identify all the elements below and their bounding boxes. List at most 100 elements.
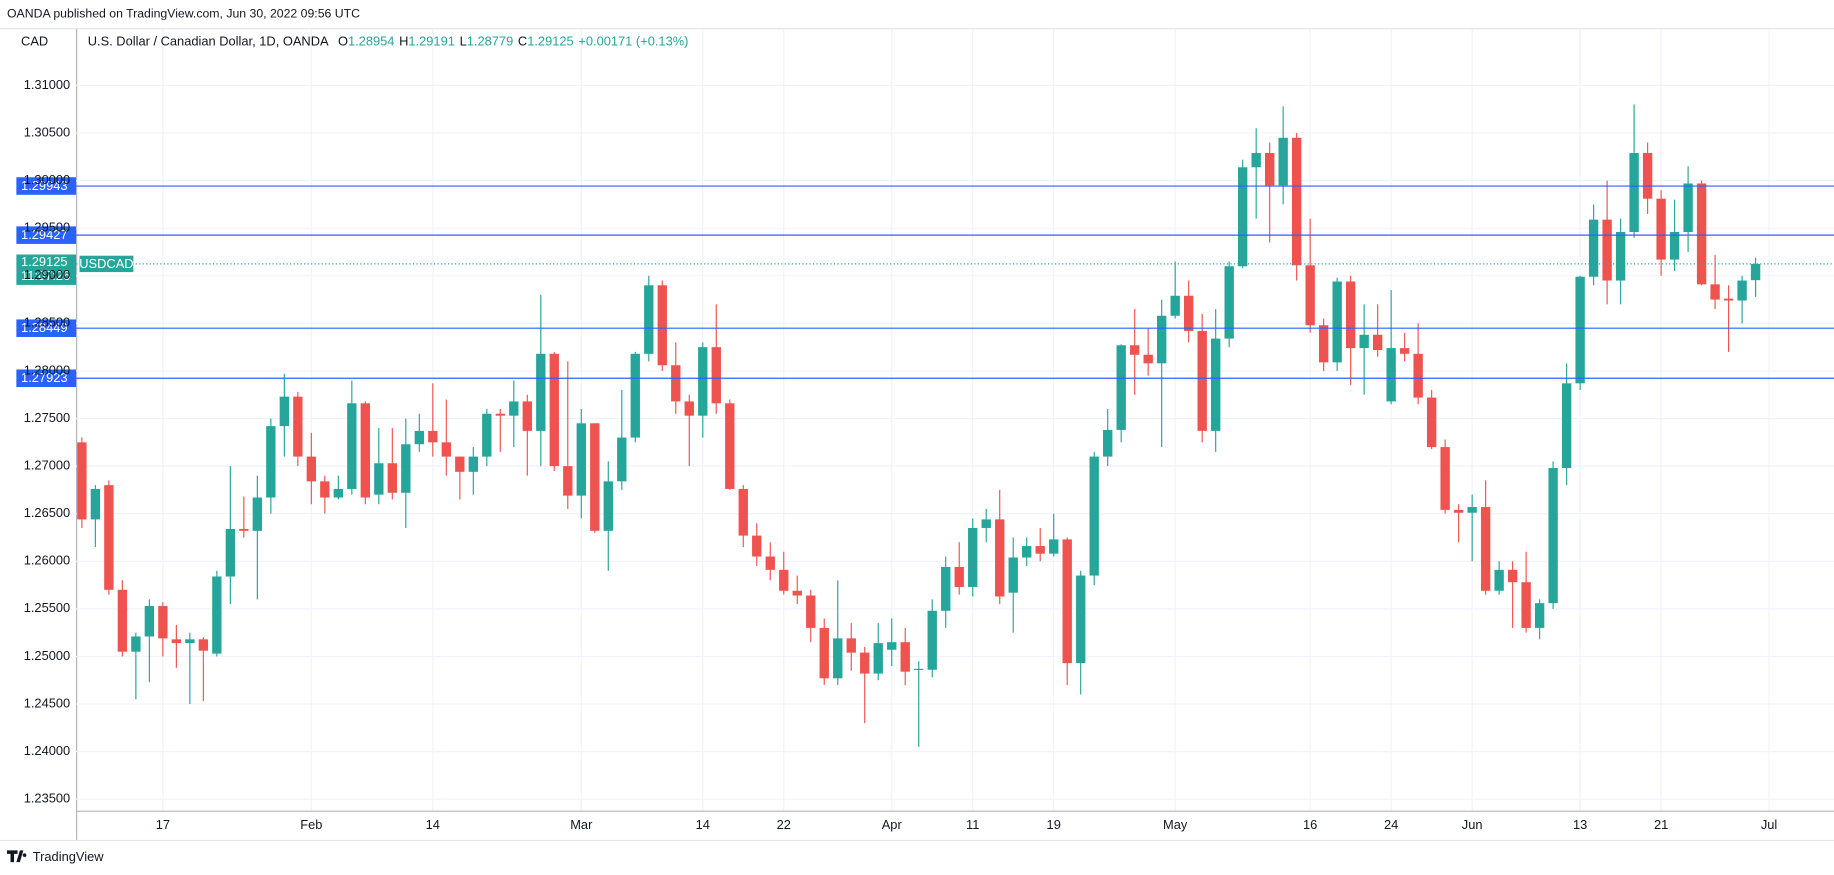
candle-body bbox=[1453, 509, 1464, 513]
currency-label: CAD bbox=[21, 34, 48, 49]
candle-body bbox=[860, 652, 870, 674]
x-tick-label: Mar bbox=[570, 817, 593, 832]
x-tick-label: 14 bbox=[426, 817, 440, 832]
candle-body bbox=[333, 488, 344, 498]
candle-body bbox=[306, 456, 317, 482]
candle-body bbox=[104, 485, 114, 590]
candle-body bbox=[1548, 468, 1558, 604]
symbol-name: U.S. Dollar / Canadian Dollar, 1D, OANDA bbox=[88, 34, 329, 49]
candle-body bbox=[779, 569, 789, 591]
candle-body bbox=[1521, 582, 1531, 628]
candle-body bbox=[1669, 232, 1680, 260]
candle-body bbox=[1602, 219, 1612, 281]
candle-body bbox=[1561, 383, 1572, 469]
y-tick-label: 1.26500 bbox=[24, 505, 70, 520]
candle-body bbox=[1035, 546, 1045, 554]
level-label: 1.29943 bbox=[21, 178, 67, 193]
candle-body bbox=[441, 442, 451, 457]
candle-body bbox=[1211, 338, 1221, 431]
candle-body bbox=[347, 403, 357, 489]
x-tick-label: 11 bbox=[966, 817, 979, 832]
candle-body bbox=[495, 413, 505, 416]
candle-body bbox=[644, 285, 654, 354]
candle-body bbox=[684, 401, 694, 416]
candle-body bbox=[401, 444, 411, 493]
candle-body bbox=[360, 403, 371, 498]
candle-body bbox=[806, 595, 816, 628]
candle-body bbox=[239, 528, 249, 531]
candle-body bbox=[1103, 429, 1113, 457]
candle-body bbox=[509, 401, 519, 416]
candle-body bbox=[320, 481, 330, 498]
x-tick-label: 21 bbox=[1654, 817, 1668, 832]
candle-body bbox=[1440, 447, 1450, 510]
x-tick-label: Jul bbox=[1761, 817, 1777, 832]
candle-body bbox=[1049, 539, 1059, 554]
level-label: 1.29427 bbox=[21, 227, 67, 242]
candle-body bbox=[1683, 183, 1693, 233]
candle-body bbox=[1143, 354, 1153, 364]
candle-body bbox=[212, 576, 222, 654]
last-price-label: 1.29125 bbox=[21, 254, 67, 269]
x-tick-label: 22 bbox=[777, 817, 791, 832]
candle-body bbox=[617, 437, 627, 482]
candle-body bbox=[1723, 298, 1734, 301]
y-tick-label: 1.29500 bbox=[24, 220, 70, 235]
level-tag bbox=[16, 177, 77, 195]
published-note: OANDA published on TradingView.com, Jun … bbox=[7, 6, 360, 20]
candle-body bbox=[1008, 557, 1018, 593]
ohlc-key: L bbox=[460, 34, 467, 49]
candle-body bbox=[90, 488, 101, 520]
y-tick-label: 1.27000 bbox=[24, 458, 70, 473]
ohlc-key: C bbox=[518, 34, 527, 49]
candle-body bbox=[576, 423, 586, 496]
ohlc-key: O bbox=[338, 34, 348, 49]
ohlc-value: 1.28954 bbox=[348, 34, 394, 49]
candle-body bbox=[77, 442, 87, 520]
candle-body bbox=[1494, 569, 1504, 591]
candle-body bbox=[671, 365, 681, 402]
last-price-tag bbox=[16, 254, 77, 285]
candle-body bbox=[374, 463, 384, 495]
candle-body bbox=[266, 426, 276, 498]
y-tick-label: 1.24500 bbox=[24, 695, 70, 710]
candle-body bbox=[941, 566, 951, 611]
candle-body bbox=[1615, 232, 1626, 281]
candle-body bbox=[549, 353, 559, 467]
candle-body bbox=[752, 535, 762, 557]
level-tag bbox=[16, 369, 77, 388]
y-tick-label: 1.30000 bbox=[24, 172, 70, 187]
candle-body bbox=[657, 285, 667, 366]
y-tick-label: 1.26000 bbox=[24, 553, 70, 568]
candle-body bbox=[1264, 153, 1275, 186]
candle-body bbox=[1696, 183, 1707, 285]
candle-body bbox=[131, 636, 141, 652]
candle-body bbox=[900, 642, 910, 672]
candle-body bbox=[293, 396, 303, 457]
candle-body bbox=[833, 638, 843, 679]
x-tick-label: Apr bbox=[882, 817, 903, 832]
candle-body bbox=[968, 527, 978, 587]
ohlc-change: +0.00171 (+0.13%) bbox=[578, 34, 688, 49]
x-tick-label: 13 bbox=[1573, 817, 1587, 832]
ohlc-key: H bbox=[399, 34, 408, 49]
candle-body bbox=[1184, 295, 1194, 331]
candle-body bbox=[1291, 137, 1302, 266]
candle-body bbox=[1318, 325, 1329, 363]
candle-body bbox=[1237, 167, 1248, 267]
candle-body bbox=[819, 627, 829, 679]
candle-body bbox=[185, 639, 195, 644]
candle-body bbox=[792, 590, 802, 596]
x-tick-label: 19 bbox=[1047, 817, 1061, 832]
x-tick-label: Feb bbox=[300, 817, 322, 832]
candle-body bbox=[1197, 330, 1207, 431]
candle-body bbox=[1588, 219, 1599, 277]
candle-body bbox=[279, 396, 290, 427]
x-tick-label: May bbox=[1163, 817, 1188, 832]
level-label: 1.28449 bbox=[21, 320, 67, 335]
candle-body bbox=[846, 638, 856, 653]
candle-body bbox=[1278, 137, 1288, 186]
candle-body bbox=[144, 606, 155, 637]
candle-body bbox=[1467, 507, 1477, 513]
y-tick-label: 1.23500 bbox=[24, 791, 70, 806]
